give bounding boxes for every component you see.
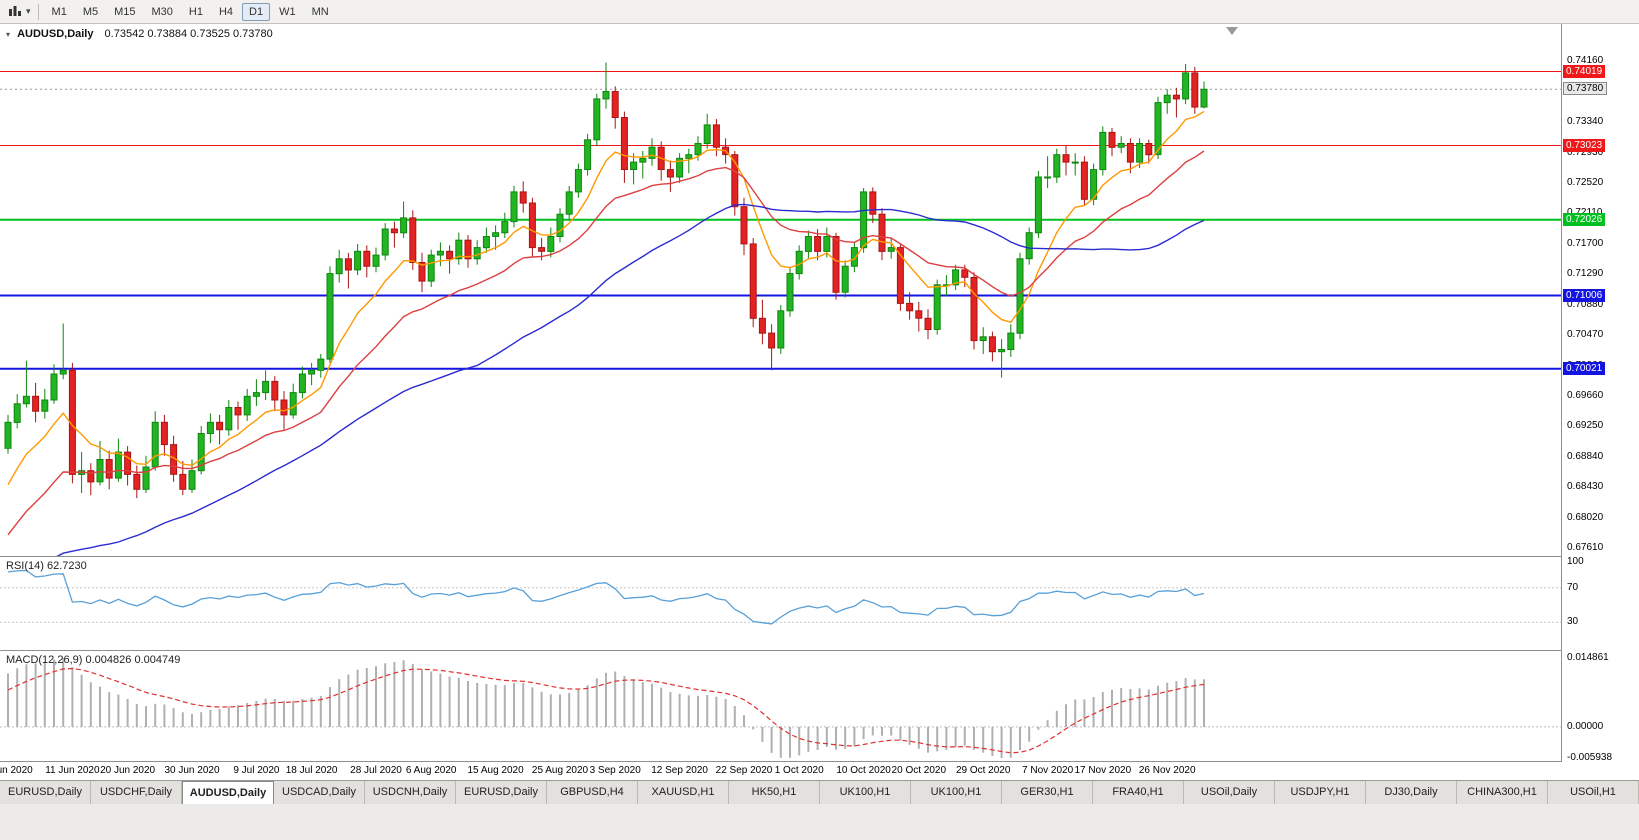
chevron-down-icon[interactable]: ▾ (26, 6, 31, 16)
rsi-tick-label: 30 (1567, 616, 1579, 628)
date-label: 1 Oct 2020 (774, 765, 824, 776)
chart-tab-FRA40-H1[interactable]: FRA40,H1 (1093, 781, 1184, 804)
date-label: 22 Sep 2020 (715, 765, 773, 776)
chart-tab-UK100-H1[interactable]: UK100,H1 (911, 781, 1002, 804)
chart-shift-marker (1226, 27, 1238, 35)
chart-tab-XAUUSD-H1[interactable]: XAUUSD,H1 (638, 781, 729, 804)
price-tick-label: 0.68430 (1567, 481, 1604, 492)
price-level-label: 0.71006 (1563, 288, 1606, 302)
price-tick-label: 0.70470 (1567, 329, 1604, 341)
price-level-label: 0.73023 (1563, 138, 1606, 152)
date-label: 3 Sep 2020 (589, 765, 641, 776)
bar-chart-icon[interactable] (4, 2, 26, 22)
chart-ohlc-values: 0.73542 0.73884 0.73525 0.73780 (104, 28, 273, 40)
timeframe-toolbar: M1 M5 M15 M30 H1 H4 D1 W1 MN (44, 2, 337, 21)
toolbar: ▾ M1 M5 M15 M30 H1 H4 D1 W1 MN (0, 0, 1639, 24)
price-tick-label: 0.74160 (1567, 55, 1604, 66)
price-tick-label: 0.71700 (1567, 237, 1604, 249)
price-level-label: 0.74019 (1563, 64, 1606, 78)
rsi-tick-label: 100 (1567, 556, 1584, 567)
date-label: 18 Jul 2020 (285, 765, 338, 776)
chart-symbol: AUDUSD,Daily (17, 28, 94, 40)
panel-divider-main-rsi[interactable] (0, 556, 1639, 557)
chart-tab-USOil-H1[interactable]: USOil,H1 (1548, 781, 1639, 804)
chart-tab-USDJPY-H1[interactable]: USDJPY,H1 (1275, 781, 1366, 804)
timeframe-button-W1[interactable]: W1 (279, 5, 296, 18)
price-tick-label: 0.70880 (1567, 298, 1604, 310)
chart-tab-EURUSD-Daily[interactable]: EURUSD,Daily (0, 781, 91, 804)
timeframe-button-H4[interactable]: H4 (218, 5, 234, 18)
date-label: 26 Nov 2020 (1138, 765, 1196, 776)
price-level-label: 0.72026 (1563, 212, 1606, 226)
chart-tab-DJ30-Daily[interactable]: DJ30,Daily (1366, 781, 1457, 804)
date-label: 10 Oct 2020 (836, 765, 891, 776)
date-label: 15 Aug 2020 (467, 765, 524, 776)
panel-divider-macd-dates (0, 761, 1639, 762)
chart-dropdown-icon[interactable]: ▾ (6, 30, 11, 39)
panel-divider-rsi-macd[interactable] (0, 650, 1639, 651)
date-label: 9 Jul 2020 (233, 765, 280, 776)
chart-tab-USDCAD-Daily[interactable]: USDCAD,Daily (274, 781, 365, 804)
macd-tick-label: -0.005938 (1567, 752, 1613, 763)
date-label: 20 Jun 2020 (100, 765, 156, 776)
timeframe-button-MN[interactable]: MN (311, 5, 329, 18)
chart-tab-HK50-H1[interactable]: HK50,H1 (729, 781, 820, 804)
chart-tab-UK100-H1[interactable]: UK100,H1 (820, 781, 911, 804)
chart-tab-GER30-H1[interactable]: GER30,H1 (1002, 781, 1093, 804)
price-tick-label: 0.69660 (1567, 389, 1604, 401)
price-tick-label: 0.68020 (1567, 511, 1604, 523)
date-label: 25 Aug 2020 (531, 765, 589, 776)
timeframe-button-M5[interactable]: M5 (82, 5, 99, 18)
chart-title: ▾ AUDUSD,Daily 0.73542 0.73884 0.73525 0… (6, 28, 273, 40)
chart-tab-EURUSD-Daily[interactable]: EURUSD,Daily (456, 781, 547, 804)
price-tick-label: 0.72520 (1567, 176, 1604, 188)
timeframe-button-M30[interactable]: M30 (151, 5, 173, 18)
rsi-tick-label: 70 (1567, 581, 1579, 593)
date-label: 29 Oct 2020 (955, 765, 1011, 776)
date-label: 17 Nov 2020 (1074, 765, 1132, 776)
macd-tick-label: 0.014861 (1567, 652, 1609, 663)
price-tick-label: 0.72930 (1567, 146, 1604, 158)
timeframe-button-H1[interactable]: H1 (188, 5, 203, 18)
timeframe-button-D1[interactable]: D1 (242, 2, 271, 21)
date-label: 28 Jul 2020 (350, 765, 402, 776)
date-label: 2 Jun 2020 (0, 765, 33, 776)
price-level-label: 0.70021 (1563, 361, 1606, 375)
date-label: 7 Nov 2020 (1022, 765, 1074, 776)
chart-tab-USDCHF-Daily[interactable]: USDCHF,Daily (91, 781, 182, 804)
axis-divider (1561, 24, 1562, 762)
price-tick-label: 0.68840 (1567, 450, 1604, 462)
date-label: 20 Oct 2020 (891, 765, 947, 776)
chart-tab-USDCNH-Daily[interactable]: USDCNH,Daily (365, 781, 456, 804)
current-price-label: 0.73780 (1563, 82, 1608, 96)
status-bar (0, 804, 1639, 840)
timeframe-button-M15[interactable]: M15 (114, 5, 136, 18)
date-label: 30 Jun 2020 (164, 765, 220, 776)
toolbar-divider (37, 3, 39, 20)
chart-tab-AUDUSD-Daily[interactable]: AUDUSD,Daily (182, 781, 274, 804)
price-tick-label: 0.69250 (1567, 420, 1604, 432)
timeframe-button-M1[interactable]: M1 (51, 5, 67, 18)
rsi-indicator-label: RSI(14) 62.7230 (6, 560, 87, 572)
chart-tab-USOil-Daily[interactable]: USOil,Daily (1184, 781, 1275, 804)
price-axis[interactable]: 0.741600.733400.729300.725200.721100.717… (1562, 24, 1639, 763)
macd-indicator-label: MACD(12,26,9) 0.004826 0.004749 (6, 654, 181, 666)
chart-region: ▾ AUDUSD,Daily 0.73542 0.73884 0.73525 0… (0, 24, 1639, 780)
date-label: 12 Sep 2020 (651, 765, 708, 776)
chart-tab-GBPUSD-H4[interactable]: GBPUSD,H4 (547, 781, 638, 804)
macd-tick-label: 0.00000 (1567, 720, 1604, 732)
candlestick-chart-canvas[interactable] (0, 24, 1561, 762)
date-label: 11 Jun 2020 (45, 765, 100, 776)
date-label: 6 Aug 2020 (405, 765, 457, 776)
price-tick-label: 0.73340 (1567, 116, 1604, 127)
chart-tabs: EURUSD,Daily USDCHF,Daily AUDUSD,Daily USDC… (0, 780, 1639, 804)
price-tick-label: 0.67610 (1567, 542, 1604, 553)
price-tick-label: 0.71290 (1567, 268, 1604, 280)
chart-tab-CHINA300-H1[interactable]: CHINA300,H1 (1457, 781, 1548, 804)
